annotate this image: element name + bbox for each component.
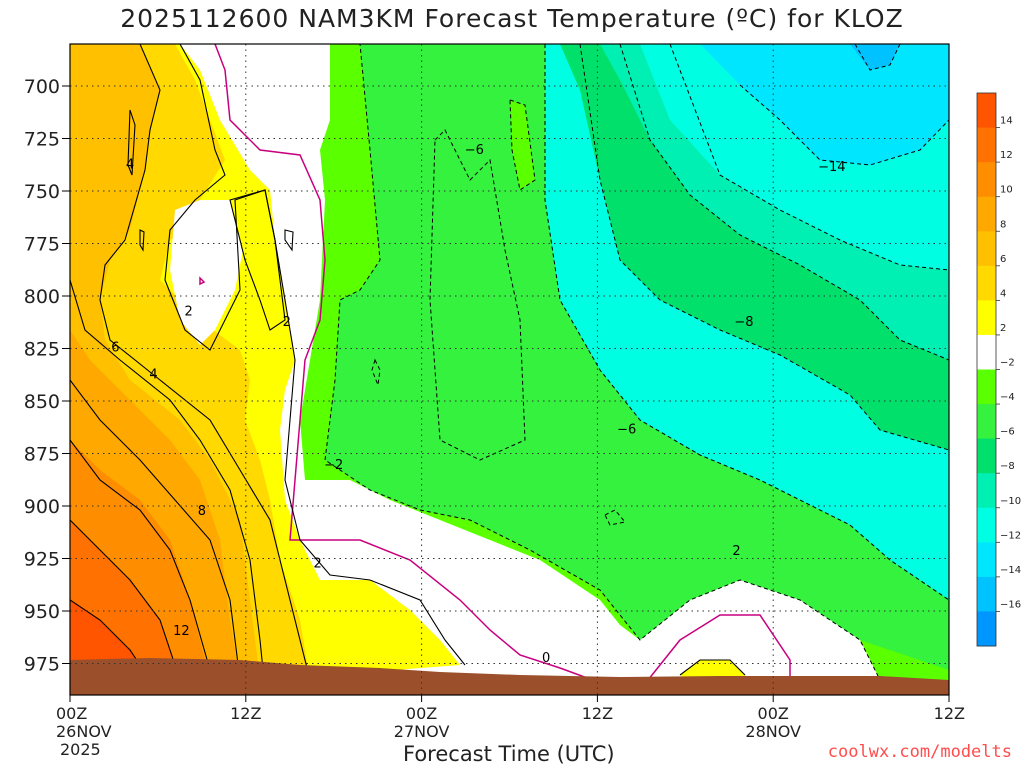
- colorbar-swatch: [977, 300, 996, 336]
- y-tick-label: 750: [24, 181, 60, 203]
- x-tick-date: 27NOV: [394, 722, 450, 741]
- colorbar-label: 2: [1000, 323, 1006, 334]
- region-minus-14: [700, 44, 949, 165]
- colorbar-label: −4: [1000, 392, 1015, 403]
- contour-label: 4: [149, 368, 157, 383]
- contour-label: 2: [313, 557, 321, 572]
- y-tick-label: 950: [24, 601, 60, 623]
- x-tick-label: 12Z: [934, 704, 965, 723]
- contour-label: 8: [198, 504, 206, 519]
- colorbar-label: −2: [1000, 358, 1015, 369]
- y-tick-label: 875: [24, 444, 60, 466]
- y-tick-label: 850: [24, 391, 60, 413]
- colorbar-swatch: [977, 404, 996, 440]
- x-tick-date: 26NOV: [56, 722, 112, 741]
- region-minus-16: [850, 44, 900, 70]
- x-axis-title: Forecast Time (UTC): [403, 742, 615, 766]
- x-tick-label: 12Z: [582, 704, 613, 723]
- region-minus-2-pocket: [170, 200, 245, 345]
- colorbar-swatch: [977, 93, 996, 129]
- chart-title: 2025112600 NAM3KM Forecast Temperature (…: [120, 4, 904, 33]
- colorbar-label: −6: [1000, 427, 1015, 438]
- contour-label: 6: [111, 340, 119, 355]
- x-tick-label: 00Z: [406, 704, 437, 723]
- colorbar-label: −12: [1000, 530, 1021, 541]
- colorbar-swatch: [977, 265, 996, 301]
- y-tick-label: 800: [24, 286, 60, 308]
- colorbar: 14 12 10 8 6 4 2 −2 −4 −6 −8 −10 −12 −14 −16: [976, 92, 1021, 647]
- contour-label: −2: [324, 458, 343, 473]
- colorbar-swatch: [977, 576, 996, 612]
- x-tick-label: 00Z: [56, 704, 87, 723]
- colorbar-label: 12: [1000, 150, 1013, 161]
- colorbar-swatch: [977, 473, 996, 509]
- y-tick-label: 775: [24, 234, 60, 256]
- y-tick-label: 975: [24, 654, 60, 676]
- colorbar-label: −14: [1000, 565, 1021, 576]
- contour-label: 2: [185, 305, 193, 320]
- contour-label: −8: [734, 315, 753, 330]
- contour-label: −6: [617, 422, 636, 437]
- y-tick-label: 725: [24, 129, 60, 151]
- colorbar-swatch: [977, 231, 996, 267]
- region-minus-4-small: [510, 100, 535, 190]
- colorbar-swatch: [977, 611, 996, 647]
- colorbar-swatch: [977, 542, 996, 578]
- colorbar-label: 4: [1000, 288, 1006, 299]
- colorbar-swatch: [977, 196, 996, 232]
- colorbar-label: 8: [1000, 219, 1006, 230]
- colorbar-swatch: [977, 507, 996, 543]
- colorbar-swatch: [977, 334, 996, 370]
- y-tick-label: 925: [24, 549, 60, 571]
- grid-lines: [70, 44, 949, 695]
- credit-text: coolwx.com/modelts: [827, 742, 1012, 762]
- colorbar-label: 10: [1000, 185, 1013, 196]
- contour-label: −14: [818, 160, 845, 175]
- y-tick-label: 900: [24, 496, 60, 518]
- colorbar-label: −10: [1000, 496, 1021, 507]
- contour-label: 4: [126, 158, 134, 173]
- contour-label: 0: [542, 651, 550, 666]
- dashed-isotherms: [324, 44, 949, 681]
- colorbar-label: 14: [1000, 116, 1013, 127]
- contour-field: [70, 44, 949, 695]
- colorbar-swatch: [977, 127, 996, 163]
- contour-labels: 4 2 6 4 8 12 2 −2 2 −6 −14 −8 −6 2 0: [111, 143, 845, 666]
- terrain: [70, 658, 949, 695]
- colorbar-swatch: [977, 369, 996, 405]
- colorbar-label: 6: [1000, 254, 1006, 265]
- zero-isotherm: [199, 44, 791, 691]
- x-tick-year: 2025: [60, 740, 101, 759]
- x-tick-label: 12Z: [230, 704, 261, 723]
- contour-label: 12: [173, 624, 190, 639]
- colorbar-label: −16: [1000, 599, 1021, 610]
- region-plus-2-island: [230, 190, 285, 330]
- y-axis: 700 725 750 775 800 825 850 875 900 925 950 975: [24, 76, 70, 676]
- x-tick-label: 00Z: [758, 704, 789, 723]
- region-minus-6-west: [430, 130, 525, 460]
- colorbar-label: −8: [1000, 461, 1015, 472]
- contour-label: −6: [465, 143, 484, 158]
- y-tick-label: 700: [24, 76, 60, 98]
- plot-frame: [69, 43, 950, 696]
- colorbar-swatch: [977, 438, 996, 474]
- contour-label: 2: [283, 315, 291, 330]
- contour-label: 2: [732, 544, 740, 559]
- x-tick-date: 28NOV: [745, 722, 801, 741]
- colorbar-swatch: [977, 162, 996, 198]
- y-tick-label: 825: [24, 339, 60, 361]
